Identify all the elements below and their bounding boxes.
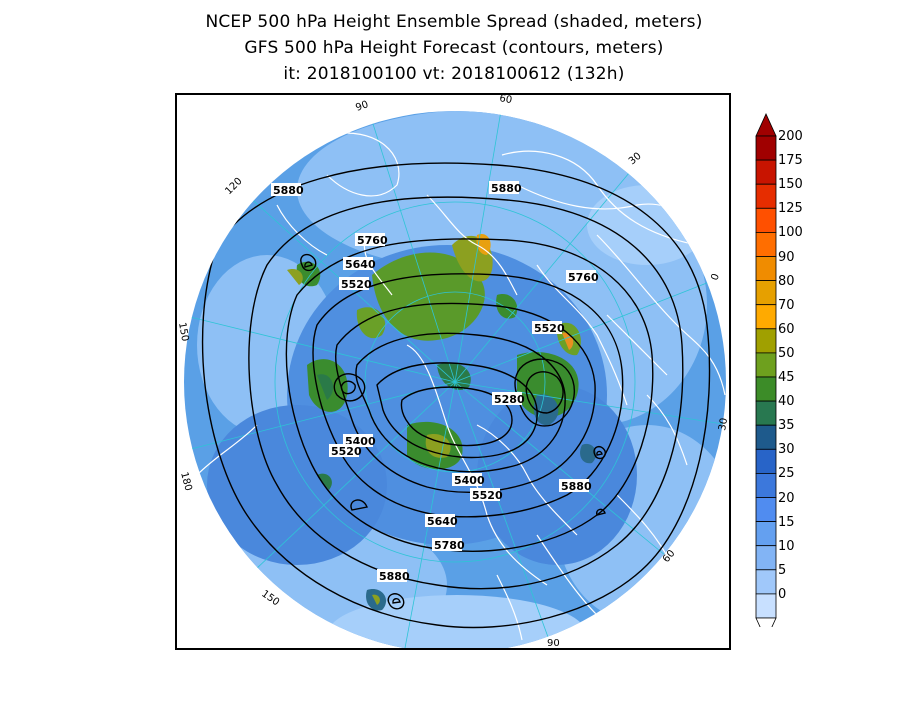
title-line-3: it: 2018100100 vt: 2018100612 (132h) <box>283 64 625 84</box>
lon-label: 150 <box>259 588 281 608</box>
svg-text:5880: 5880 <box>561 480 592 493</box>
colorbar-label: 50 <box>778 345 795 361</box>
contour-label: 5760 <box>566 270 599 284</box>
lon-label: 150 <box>177 322 190 343</box>
graticule <box>184 111 726 648</box>
colorbar-segment <box>755 497 777 523</box>
colorbar-label: 15 <box>778 514 795 530</box>
colorbar-segment <box>755 569 777 595</box>
svg-text:5880: 5880 <box>379 570 410 583</box>
colorbar-segment <box>755 424 777 450</box>
svg-text:5520: 5520 <box>534 322 565 335</box>
contour-label: 5280 <box>492 392 525 406</box>
lon-label: 90 <box>547 638 560 648</box>
colorbar-label: 125 <box>778 201 803 217</box>
colorbar-label: 60 <box>778 321 795 337</box>
colorbar-label: 0 <box>778 586 787 602</box>
svg-text:5520: 5520 <box>472 489 503 502</box>
colorbar-segment <box>755 207 777 233</box>
svg-text:5780: 5780 <box>434 539 465 552</box>
colorbar-label: 80 <box>778 273 795 289</box>
contour-label: 5520 <box>339 277 372 291</box>
svg-text:5760: 5760 <box>568 271 599 284</box>
colorbar-segments <box>755 113 777 627</box>
colorbar-label: 35 <box>778 418 795 434</box>
colorbar-segment <box>755 400 777 426</box>
contour-label: 5880 <box>559 479 592 493</box>
contour-label: 5760 <box>355 233 388 247</box>
colorbar <box>755 113 777 627</box>
colorbar-segment <box>755 232 777 257</box>
contour-label: 5400 <box>452 473 485 487</box>
colorbar-segment <box>755 256 777 282</box>
colorbar-label: 175 <box>778 153 803 169</box>
contour-label: 5780 <box>432 538 465 552</box>
colorbar-label: 200 <box>778 129 803 144</box>
colorbar-segment <box>755 521 777 547</box>
colorbar-label: 45 <box>778 370 795 385</box>
colorbar-top-arrow <box>755 113 777 137</box>
svg-text:5640: 5640 <box>345 258 376 271</box>
colorbar-label: 25 <box>778 466 795 482</box>
contour-label: 5880 <box>271 183 304 197</box>
svg-text:5400: 5400 <box>454 474 485 487</box>
colorbar-segment <box>755 448 777 474</box>
lon-label: 90 <box>354 99 370 114</box>
colorbar-segment <box>755 159 777 185</box>
svg-text:5880: 5880 <box>273 184 304 197</box>
svg-text:5280: 5280 <box>494 393 525 406</box>
polar-map: 5880 5880 5760 5640 5520 5760 5520 5280 … <box>177 95 729 648</box>
colorbar-segment <box>755 183 777 209</box>
colorbar-label: 40 <box>778 394 795 410</box>
svg-text:5760: 5760 <box>357 234 388 247</box>
svg-text:5520: 5520 <box>341 278 372 291</box>
colorbar-segment <box>755 352 777 378</box>
contour-label: 5640 <box>343 257 376 271</box>
colorbar-bottom-arrow <box>755 617 777 627</box>
contour-label: 5520 <box>532 321 565 335</box>
colorbar-segment <box>755 593 777 619</box>
colorbar-label: 70 <box>778 297 795 313</box>
colorbar-label: 30 <box>778 442 795 458</box>
colorbar-segment <box>755 472 777 498</box>
contour-label: 5880 <box>377 569 410 583</box>
title-line-2: GFS 500 hPa Height Forecast (contours, m… <box>244 38 664 58</box>
map-frame: 5880 5880 5760 5640 5520 5760 5520 5280 … <box>175 93 731 650</box>
colorbar-segment <box>755 304 777 330</box>
lon-label: 60 <box>498 95 512 106</box>
colorbar-label: 100 <box>778 225 803 241</box>
colorbar-label: 5 <box>778 562 787 578</box>
lon-label: 120 <box>223 176 244 197</box>
colorbar-segment <box>755 376 777 402</box>
colorbar-segment <box>755 135 777 161</box>
lon-label: 30 <box>627 151 644 168</box>
svg-text:5640: 5640 <box>427 515 458 528</box>
colorbar-label: 20 <box>778 490 795 506</box>
contour-label: 5520 <box>329 444 362 458</box>
lon-label: 30 <box>717 417 729 431</box>
contour-labels: 5880 5880 5760 5640 5520 5760 5520 5280 … <box>271 181 599 583</box>
svg-text:5880: 5880 <box>491 182 522 195</box>
colorbar-label: 10 <box>778 538 795 554</box>
colorbar-segment <box>755 280 777 306</box>
colorbar-segment <box>755 545 777 571</box>
coastlines <box>196 132 726 641</box>
lon-label: 180 <box>178 471 194 492</box>
contour-label: 5520 <box>470 488 503 502</box>
colorbar-label: 90 <box>778 249 795 265</box>
svg-text:5520: 5520 <box>331 445 362 458</box>
lon-label: 0 <box>709 272 722 282</box>
colorbar-segment <box>755 328 777 354</box>
contour-label: 5880 <box>489 181 522 195</box>
title-line-1: NCEP 500 hPa Height Ensemble Spread (sha… <box>205 12 703 32</box>
contour-label: 5640 <box>425 514 458 528</box>
colorbar-label: 150 <box>778 177 803 193</box>
